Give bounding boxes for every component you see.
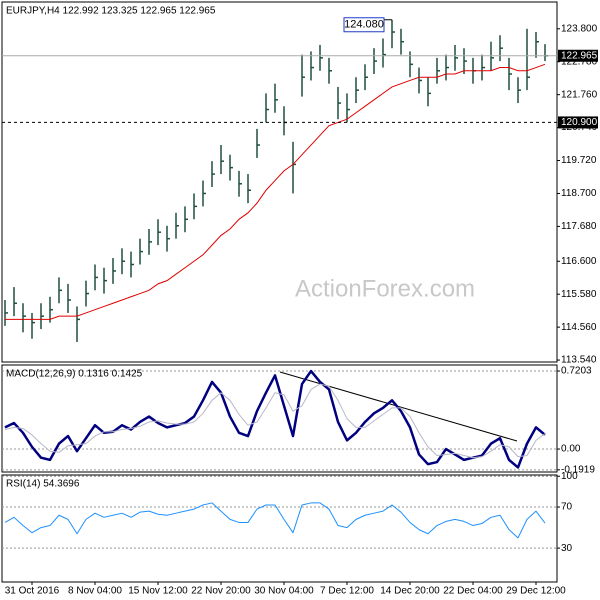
panel-title: EURJPY,H4 122.992 123.325 122.965 122.96… bbox=[6, 6, 216, 17]
y-tick-label: 118.700 bbox=[561, 188, 597, 199]
label-box bbox=[343, 17, 385, 33]
y-tick-label: 113.540 bbox=[561, 355, 597, 366]
y-tick-label: 122.780 bbox=[561, 56, 598, 67]
x-tick-label: 14 Dec 20:00 bbox=[380, 586, 440, 597]
indicator-line bbox=[4, 502, 546, 539]
y-tick-label: 30 bbox=[561, 543, 573, 554]
y-tick-label: 0.7203 bbox=[561, 366, 592, 377]
y-tick-label: -0.1919 bbox=[561, 464, 595, 475]
x-tick-label: 22 Nov 20:00 bbox=[191, 586, 251, 597]
y-tick-label: 114.560 bbox=[561, 322, 597, 333]
panel-frame bbox=[1, 474, 558, 583]
panel-frame bbox=[1, 1, 558, 363]
panel-title: MACD(12,26,9) 0.1316 0.1425 bbox=[6, 369, 143, 380]
y-tick-label: 119.720 bbox=[561, 155, 597, 166]
indicator-line bbox=[4, 369, 546, 469]
x-tick-label: 8 Nov 04:00 bbox=[68, 586, 122, 597]
y-tick-label: 123.800 bbox=[561, 23, 598, 34]
y-tick-label: 100 bbox=[561, 471, 578, 482]
y-tick-label: 121.760 bbox=[561, 89, 598, 100]
x-tick-label: 29 Dec 12:00 bbox=[506, 586, 566, 597]
x-tick-label: 7 Dec 12:00 bbox=[320, 586, 374, 597]
panel-frame bbox=[1, 364, 558, 473]
panel-title: RSI(14) 54.3696 bbox=[6, 479, 80, 490]
high-label: 124.080 bbox=[344, 19, 384, 31]
x-tick-label: 30 Nov 04:00 bbox=[254, 586, 314, 597]
current-price-label: 122.965 bbox=[561, 50, 598, 61]
moving-average bbox=[5, 63, 546, 320]
y-tick-label: 0.00 bbox=[561, 444, 581, 455]
x-tick-label: 15 Nov 12:00 bbox=[128, 586, 188, 597]
hline-label: 120.900 bbox=[561, 117, 598, 128]
y-tick-label: 70 bbox=[561, 502, 573, 513]
watermark: ActionForex.com bbox=[295, 275, 475, 302]
x-tick-label: 22 Dec 04:00 bbox=[443, 586, 503, 597]
indicator-line bbox=[4, 383, 546, 459]
label-box bbox=[558, 49, 598, 62]
y-tick-label: 115.580 bbox=[561, 289, 597, 300]
y-tick-label: 116.600 bbox=[561, 256, 597, 267]
label-box bbox=[558, 116, 598, 129]
y-tick-label: 117.680 bbox=[561, 221, 597, 232]
x-tick-label: 31 Oct 2016 bbox=[5, 586, 60, 597]
